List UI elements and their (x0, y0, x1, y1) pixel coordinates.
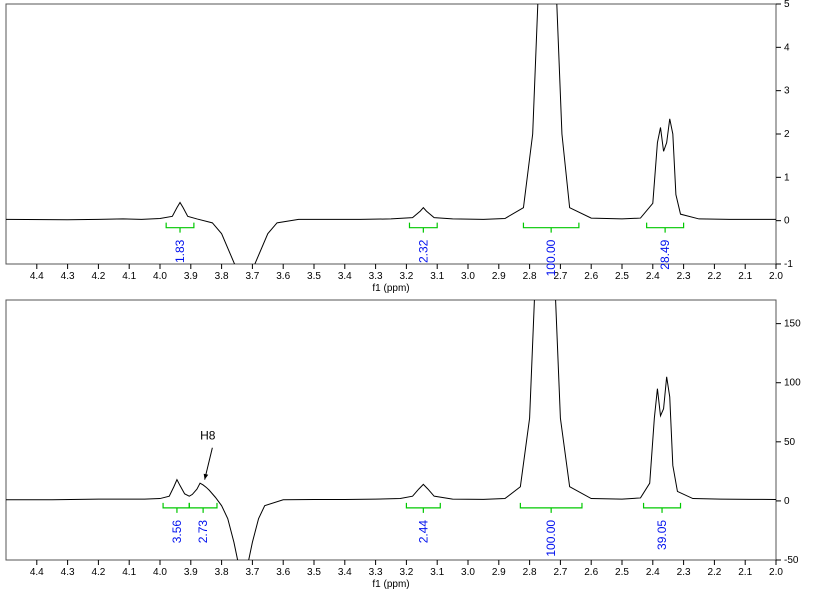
x-tick-label: 3.6 (276, 567, 290, 578)
y-tick-label: 0 (784, 216, 790, 227)
integral-bracket (409, 223, 437, 233)
integral-bracket (189, 503, 217, 513)
y-tick-label: 3 (784, 86, 790, 97)
integral-value: 3.56 (170, 520, 184, 544)
x-tick-label: 2.5 (615, 271, 629, 282)
x-tick-label: 3.9 (184, 271, 198, 282)
y-tick-label: 100 (784, 378, 801, 389)
integral-value: 28.49 (658, 239, 672, 269)
x-tick-label: 2.2 (707, 567, 721, 578)
x-tick-label: 2.1 (738, 271, 752, 282)
integral-bracket (523, 223, 578, 233)
x-tick-label: 3.9 (184, 567, 198, 578)
y-tick-label: -50 (784, 555, 799, 566)
y-tick-label: 50 (784, 437, 796, 448)
integral-bracket (166, 223, 194, 233)
x-tick-label: 2.6 (584, 271, 598, 282)
y-tick-label: 5 (784, 0, 790, 10)
x-tick-label: 4.1 (122, 271, 136, 282)
y-tick-label: 0 (784, 496, 790, 507)
x-tick-label: 4.0 (153, 567, 167, 578)
y-tick-label: -1 (784, 259, 793, 270)
y-tick-label: 150 (784, 319, 801, 330)
x-tick-label: 3.5 (307, 271, 321, 282)
x-tick-label: 3.6 (276, 271, 290, 282)
x-tick-label: 2.0 (769, 567, 783, 578)
x-tick-label: 2.1 (738, 567, 752, 578)
x-tick-label: 3.0 (461, 271, 475, 282)
x-tick-label: 3.1 (430, 271, 444, 282)
x-tick-label: 3.8 (215, 271, 229, 282)
integral-value: 2.44 (416, 520, 430, 544)
integral-bracket (647, 223, 684, 233)
x-tick-label: 2.2 (707, 271, 721, 282)
x-tick-label: 2.5 (615, 567, 629, 578)
nmr-figure: { "type": "nmr-spectra-stack", "backgrou… (0, 0, 813, 598)
x-tick-label: 4.3 (61, 567, 75, 578)
panel-border (6, 4, 776, 264)
x-tick-label: 2.3 (677, 567, 691, 578)
x-tick-label: 2.8 (523, 567, 537, 578)
x-tick-label: 3.7 (245, 271, 259, 282)
integral-bracket (406, 503, 440, 513)
x-tick-label: 3.2 (399, 271, 413, 282)
x-tick-label: 3.1 (430, 567, 444, 578)
x-tick-label: 3.0 (461, 567, 475, 578)
integral-value: 1.83 (173, 239, 187, 263)
x-tick-label: 3.7 (245, 567, 259, 578)
x-tick-label: 2.4 (646, 271, 660, 282)
integral-value: 2.73 (196, 520, 210, 544)
x-tick-label: 4.3 (61, 271, 75, 282)
x-tick-label: 4.1 (122, 567, 136, 578)
x-tick-label: 3.4 (338, 567, 352, 578)
x-tick-label: 4.2 (91, 271, 105, 282)
x-tick-label: 4.2 (91, 567, 105, 578)
spectra-svg: 4.4 4.3 4.2 4.1 4.0 3.9 3.8 3.7 3.6 3.5 3.4 3.3 3.2 3… (0, 0, 813, 598)
x-tick-label: 4.4 (30, 271, 44, 282)
x-axis-label: f1 (ppm) (372, 283, 409, 294)
peak-annotation: H8 (200, 428, 216, 442)
y-tick-label: 2 (784, 129, 790, 140)
spectrum-trace (6, 0, 776, 277)
x-tick-label: 4.4 (30, 567, 44, 578)
integral-value: 39.05 (655, 520, 669, 550)
x-tick-label: 2.0 (769, 271, 783, 282)
x-tick-label: 3.5 (307, 567, 321, 578)
x-tick-label: 2.3 (677, 271, 691, 282)
x-tick-label: 4.0 (153, 271, 167, 282)
integral-bracket (163, 503, 189, 513)
x-tick-label: 3.3 (369, 271, 383, 282)
x-tick-label: 2.7 (553, 567, 567, 578)
integral-value: 100.00 (544, 239, 558, 276)
x-tick-label: 3.3 (369, 567, 383, 578)
x-tick-label: 2.8 (523, 271, 537, 282)
x-axis-label: f1 (ppm) (372, 579, 409, 590)
x-tick-label: 3.2 (399, 567, 413, 578)
x-tick-label: 2.9 (492, 271, 506, 282)
integral-bracket (644, 503, 681, 513)
x-tick-label: 2.4 (646, 567, 660, 578)
x-tick-label: 2.6 (584, 567, 598, 578)
y-tick-label: 4 (784, 42, 790, 53)
y-tick-label: 1 (784, 172, 790, 183)
x-tick-label: 2.9 (492, 567, 506, 578)
integral-value: 100.00 (544, 520, 558, 557)
integral-value: 2.32 (416, 239, 430, 263)
x-tick-label: 3.4 (338, 271, 352, 282)
integral-bracket (520, 503, 582, 513)
x-tick-label: 3.8 (215, 567, 229, 578)
